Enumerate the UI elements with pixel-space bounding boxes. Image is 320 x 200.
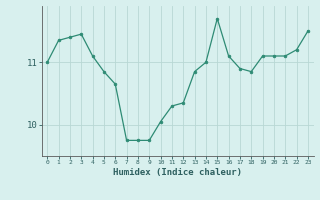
X-axis label: Humidex (Indice chaleur): Humidex (Indice chaleur) — [113, 168, 242, 177]
